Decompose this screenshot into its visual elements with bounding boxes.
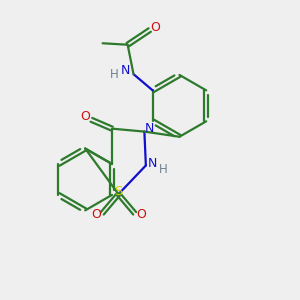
Text: O: O xyxy=(151,21,160,34)
Text: O: O xyxy=(136,208,146,221)
Text: N: N xyxy=(148,158,157,170)
Text: H: H xyxy=(110,68,119,81)
Text: N: N xyxy=(145,122,154,135)
Text: O: O xyxy=(91,208,101,221)
Text: S: S xyxy=(114,185,123,198)
Text: N: N xyxy=(121,64,130,77)
Text: H: H xyxy=(159,164,167,176)
Text: O: O xyxy=(80,110,90,123)
